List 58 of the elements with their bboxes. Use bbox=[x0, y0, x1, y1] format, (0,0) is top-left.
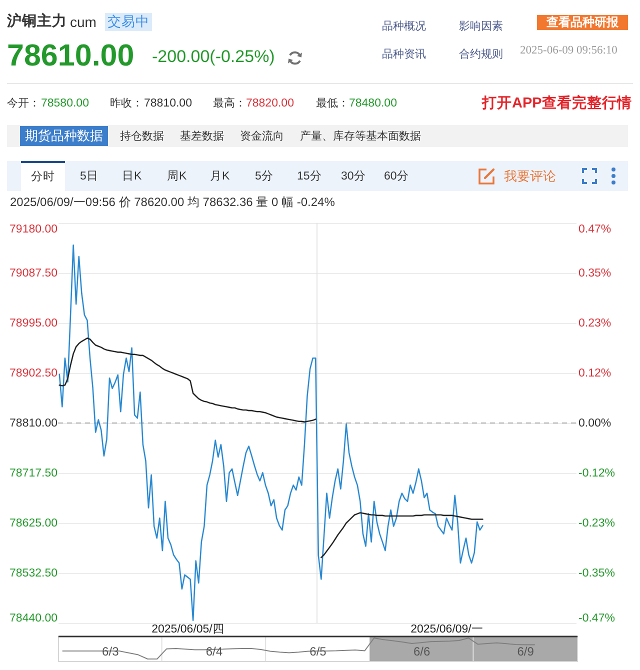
y2-tick-label: -0.35% bbox=[578, 567, 615, 580]
y2-tick-label: 0.35% bbox=[578, 268, 612, 280]
text: 15分 bbox=[297, 170, 322, 184]
y-tick-label: 79180.00 bbox=[10, 224, 58, 236]
x-tick-label: 6/6 bbox=[413, 644, 430, 658]
text: 2025/06/09/一09:56 价 78620.00 均 78632.36 量 0 幅 -0.24% bbox=[10, 195, 335, 210]
y2-tick-label: 0.23% bbox=[578, 318, 612, 330]
text: 资金流向 bbox=[240, 130, 284, 143]
text: 合约规则 bbox=[459, 48, 503, 62]
selected-tab: 分时 bbox=[21, 161, 65, 191]
chart-title: 沪铜主力 bbox=[7, 14, 67, 30]
y2-tick-label: -0.12% bbox=[578, 468, 615, 480]
y-tick-label: 78625.00 bbox=[10, 518, 58, 530]
y-tick-label: 78717.50 bbox=[10, 468, 58, 480]
y2-tick-label: 0.47% bbox=[578, 224, 612, 236]
y-tick-label: 79087.50 bbox=[10, 268, 58, 280]
text: 昨收： bbox=[110, 98, 143, 110]
y-tick-label: 78995.00 bbox=[10, 318, 58, 330]
y-tick-label: 78810.00 bbox=[10, 418, 58, 430]
text: 78820.00 bbox=[246, 97, 294, 111]
x-tick-label: 2025/06/09/一 bbox=[410, 624, 484, 636]
text: 周K bbox=[167, 170, 187, 184]
text: 我要评论 bbox=[504, 168, 556, 184]
text: 月K bbox=[210, 170, 230, 184]
y2-tick-label: 0.00% bbox=[578, 418, 612, 430]
text: 5日 bbox=[80, 170, 98, 184]
text: 品种资讯 bbox=[382, 48, 426, 62]
text: 持仓数据 bbox=[120, 130, 164, 143]
y2-tick-label: -0.23% bbox=[578, 517, 615, 530]
text: 78480.00 bbox=[349, 97, 397, 111]
text: 2025-06-09 09:56:10 bbox=[520, 44, 618, 58]
text: 78610.00 bbox=[7, 38, 134, 74]
text: 78810.00 bbox=[144, 97, 192, 111]
text: 基差数据 bbox=[180, 130, 224, 143]
selected-tab: 期货品种数据 bbox=[20, 126, 108, 146]
text: 最低： bbox=[316, 98, 349, 110]
y-tick-label: 78532.50 bbox=[10, 568, 58, 580]
text: 最高： bbox=[213, 98, 246, 110]
text: 日K bbox=[122, 170, 142, 184]
button: 查看品种研报 bbox=[537, 15, 628, 30]
x-tick-label: 6/9 bbox=[517, 644, 534, 658]
y-tick-label: 78440.00 bbox=[10, 612, 58, 624]
y2-tick-label: 0.12% bbox=[578, 367, 612, 380]
text: 78580.00 bbox=[41, 97, 89, 111]
text: 30分 bbox=[341, 170, 366, 184]
x-tick-label: 2025/06/05/四 bbox=[152, 624, 224, 636]
text: 5分 bbox=[255, 170, 274, 184]
text: 打开APP查看完整行情 bbox=[482, 96, 632, 112]
chart-subtitle: cum bbox=[70, 14, 96, 30]
text: -200.00(-0.25%) bbox=[152, 47, 275, 67]
text: 品种概况 bbox=[382, 20, 426, 34]
text: 60分 bbox=[384, 170, 409, 184]
text: 今开： bbox=[7, 98, 40, 110]
y-tick-label: 78902.50 bbox=[10, 368, 58, 380]
y2-tick-label: -0.47% bbox=[578, 612, 615, 624]
text: 产量、库存等基本面数据 bbox=[300, 130, 421, 143]
text: 影响因素 bbox=[459, 20, 503, 34]
status-badge: 交易中 bbox=[105, 13, 152, 31]
